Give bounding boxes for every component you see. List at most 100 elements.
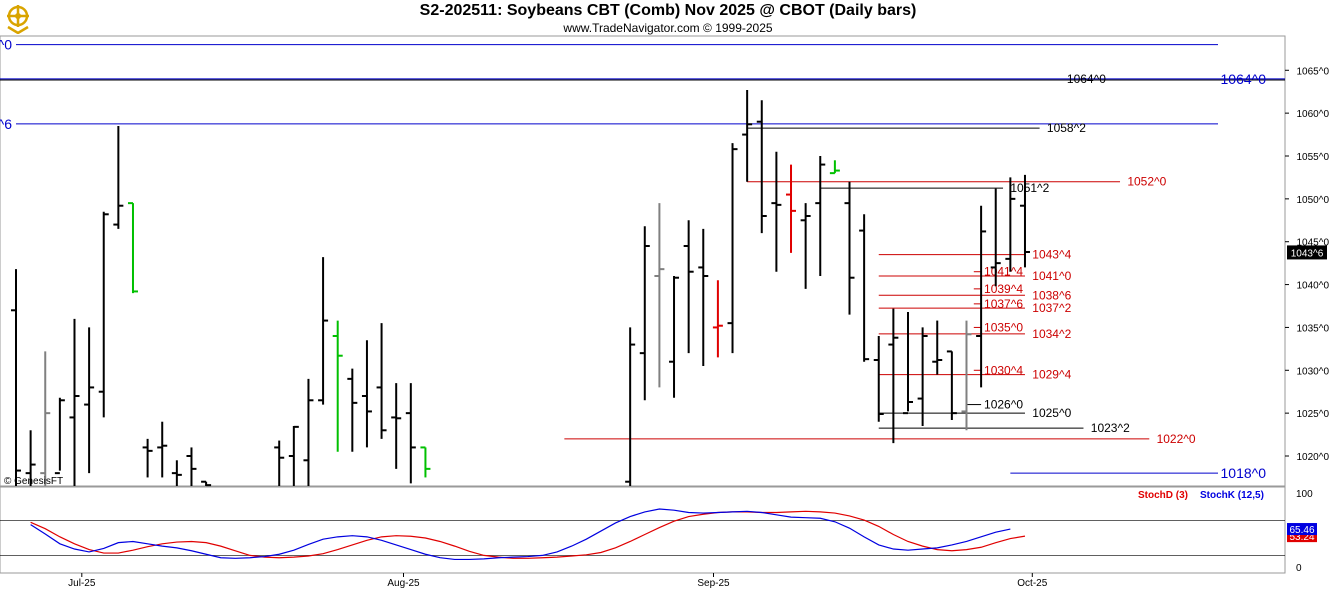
price-tick-label: 1055^0 (1297, 152, 1330, 163)
ohlc-bar (142, 438, 153, 478)
time-tick-label: Sep-25 (697, 578, 730, 589)
ohlc-bar (361, 340, 372, 448)
ohlc-bar (11, 269, 21, 486)
stoch-tick-label: 100 (1296, 489, 1313, 500)
ohlc-bar (844, 181, 855, 315)
tradenavigator-logo-icon (3, 2, 33, 35)
level-label: 1037^6 (984, 297, 1023, 311)
ohlc-bar (712, 280, 723, 358)
ohlc-bar (54, 397, 65, 475)
ohlc-bar (186, 447, 197, 486)
stochd-legend: StochD (3) (1138, 490, 1188, 501)
level-label: 1064^0 (1067, 72, 1106, 86)
ohlc-bar (639, 226, 650, 401)
ohlc-bar (332, 320, 343, 452)
ohlc-bar (756, 100, 767, 234)
level-label: 1035^0 (984, 320, 1023, 334)
ohlc-bar (405, 383, 416, 484)
stoch-value-label: 65.46 (1289, 525, 1314, 536)
level-label: 1058^2 (1047, 121, 1086, 135)
ohlc-bar (318, 257, 329, 405)
ohlc-bar (786, 164, 797, 253)
level-label: 1043^4 (1032, 248, 1071, 262)
level-label: 1030^4 (984, 363, 1023, 377)
ohlc-bar (698, 228, 709, 366)
last-price-marker: 1043^6 (1287, 245, 1327, 260)
ohlc-bar (800, 203, 811, 289)
last-price-label: 1043^6 (1291, 248, 1324, 259)
chart-title: S2-202511: Soybeans CBT (Comb) Nov 2025 … (419, 2, 917, 19)
time-tick-label: Aug-25 (387, 578, 420, 589)
genesis-watermark: © GenesisFT (4, 476, 63, 487)
price-tick-label: 1020^0 (1297, 452, 1330, 463)
price-tick-label: 1040^0 (1297, 281, 1330, 292)
ohlc-bar (946, 350, 957, 420)
level-label: 1023^2 (1091, 421, 1130, 435)
ohlc-bar (303, 378, 314, 486)
ohlc-bar (40, 351, 51, 486)
ohlc-bar (113, 126, 124, 229)
ohlc-bar (274, 440, 285, 486)
ohlc-bar (288, 425, 299, 486)
ohlc-bar (157, 421, 168, 478)
level-label: 1026^0 (984, 398, 1023, 412)
ohlc-bar (932, 320, 943, 375)
ohlc-bar (84, 327, 95, 474)
level-label: 1041^0 (1032, 269, 1071, 283)
level-label: 1064^0 (1221, 71, 1267, 87)
level-label: 1051^2 (1010, 181, 1049, 195)
ohlc-bar (127, 202, 138, 294)
ohlc-bar (917, 327, 928, 426)
last-price-box (1287, 245, 1327, 260)
time-tick-label: Oct-25 (1017, 578, 1047, 589)
ohlc-bar (683, 220, 694, 354)
price-axis: 1020^0 1025^0 1030^0 1035^0 1040^0 1045^0 1050… (1285, 66, 1329, 463)
ohlc-bar (391, 383, 402, 469)
stoch-value-label: 53.24 (1289, 532, 1314, 543)
level-label: 1025^0 (1032, 406, 1071, 420)
ohlc-bar (25, 430, 36, 486)
chart-subtitle: www.TradeNavigator.com © 1999-2025 (563, 21, 773, 35)
price-tick-label: 1025^0 (1297, 409, 1330, 420)
ohlc-bar (902, 312, 913, 415)
level-label: 1029^4 (1032, 368, 1071, 382)
ohlc-bar (990, 188, 1001, 287)
level-label: 1058^6 (0, 116, 12, 132)
level-label: 1041^4 (984, 265, 1023, 279)
ohlc-bar (420, 446, 431, 478)
level-label: 1068^0 (0, 37, 12, 53)
ohlc-bar (98, 211, 109, 418)
level-label: 1037^2 (1032, 301, 1071, 315)
ohlc-bar (201, 480, 212, 487)
time-tick-label: Jul-25 (68, 578, 96, 589)
ohlc-bar (815, 156, 826, 276)
ohlc-bar (859, 214, 870, 362)
ohlc-bar (625, 327, 636, 486)
level-label: 1022^0 (1157, 432, 1196, 446)
level-label: 1039^4 (984, 282, 1023, 296)
stochk-legend: StochK (12,5) (1200, 490, 1264, 501)
price-tick-label: 1060^0 (1297, 109, 1330, 120)
level-label: 1038^6 (1032, 288, 1071, 302)
time-axis: Jul-25 Aug-25 Sep-25 Oct-25 (68, 573, 1048, 589)
ohlc-bar (669, 276, 680, 398)
price-bars (11, 90, 1030, 487)
ohlc-bar (873, 336, 884, 422)
price-tick-label: 1030^0 (1297, 366, 1330, 377)
price-tick-label: 1035^0 (1297, 323, 1330, 334)
ohlc-bar (1005, 177, 1016, 272)
price-levels: 1068^0 1064^0 1064^0 1058^6 1058^2 1052^0 1051… (0, 37, 1285, 481)
ohlc-bar (829, 160, 840, 175)
ohlc-bar (961, 320, 972, 431)
ohlc-bar (654, 203, 665, 388)
ohlc-bar (771, 151, 782, 272)
level-label: 1052^0 (1127, 175, 1166, 189)
level-label: 1034^2 (1032, 327, 1071, 341)
price-tick-label: 1045^0 (1297, 238, 1330, 249)
stoch-tick-label: 0 (1296, 563, 1302, 574)
ohlc-bar (171, 460, 182, 486)
ohlc-bar (376, 323, 387, 439)
ohlc-bar (742, 90, 753, 182)
